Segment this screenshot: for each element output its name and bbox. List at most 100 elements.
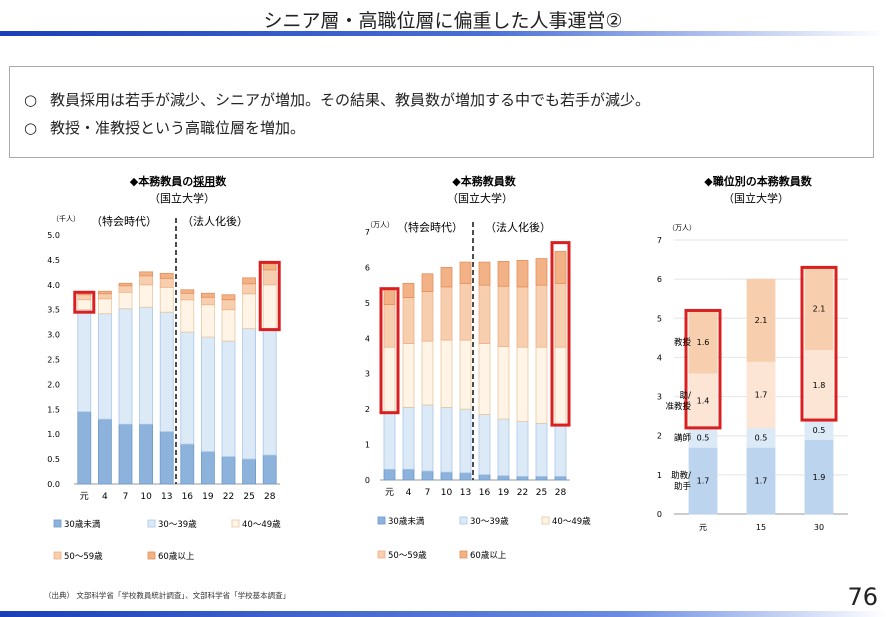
- chart2-bar-segment: [402, 406, 415, 470]
- chart2-y-tick-label: 4: [365, 334, 370, 343]
- chart1-bar-segment: [221, 340, 236, 458]
- chart2-bar-segment: [440, 286, 453, 341]
- chart1-category-label: 4: [102, 492, 108, 502]
- chart1-bar-segment: [262, 329, 277, 456]
- chart2-bar-segment: [440, 406, 453, 473]
- chart2-category-label: 13: [460, 488, 471, 498]
- chart2-legend-swatch: [459, 550, 468, 559]
- chart2-bar-segment: [497, 475, 510, 481]
- chart2-legend-swatch: [459, 516, 468, 525]
- chart1-bar-segment: [262, 284, 277, 331]
- chart1-bar-segment: [221, 309, 236, 342]
- chart1-bar-segment: [262, 263, 277, 271]
- chart1-bar-segment: [159, 431, 174, 485]
- chart1-bar-segment: [200, 336, 215, 453]
- chart2-category-label: 10: [441, 488, 453, 498]
- chart1-legend-swatch: [53, 551, 62, 560]
- chart3-y-tick-label: 2: [657, 432, 662, 441]
- chart1-bar-segment: [139, 423, 153, 485]
- chart2-bar-segment: [421, 470, 434, 481]
- chart2-y-tick-label: 0: [365, 476, 370, 485]
- chart1-bar-segment: [118, 308, 133, 425]
- chart3-highlight-box: [684, 308, 722, 430]
- bullet-circle-icon: ○: [24, 91, 38, 109]
- chart1-category-label: 13: [161, 492, 172, 502]
- chart2-bar-segment: [497, 285, 510, 347]
- chart2-bar-segment: [516, 476, 529, 481]
- chart1-category-label: 19: [202, 492, 214, 502]
- chart3-data-label: 1.6: [697, 338, 710, 347]
- chart2-category-label: 28: [555, 488, 567, 498]
- chart3-highlight-box: [800, 265, 838, 422]
- chart1-bar-segment: [242, 458, 257, 485]
- chart1-era-before: （特会時代）: [91, 214, 157, 228]
- chart3-unit: （万人）: [668, 224, 696, 232]
- chart1-bar-segment: [221, 456, 236, 485]
- chart1-legend-label: 40～49歳: [242, 519, 281, 530]
- chart1-bar-segment: [139, 271, 153, 277]
- chart2-bar-segment: [554, 251, 567, 284]
- chart1-y-tick-label: 4.5: [47, 256, 60, 265]
- chart1-y-tick-label: 0.5: [47, 455, 60, 464]
- chart1-bar-segment: [242, 293, 257, 330]
- chart2-bar-segment: [402, 282, 415, 298]
- chart2-bar-segment: [402, 468, 415, 481]
- chart3-data-label: 1.7: [697, 477, 710, 486]
- chart1-legend-label: 30歳未満: [64, 519, 101, 530]
- chart2-legend-swatch: [377, 516, 386, 525]
- chart1-bar-segment: [262, 269, 277, 286]
- chart3-data-label: 1.7: [755, 391, 768, 400]
- chart1-highlight-box: [73, 290, 96, 314]
- chart2-category-label: 元: [385, 488, 394, 498]
- chart1-category-label: 10: [140, 492, 152, 502]
- chart1-y-tick-label: 0.0: [47, 480, 60, 489]
- chart1-bar-segment: [200, 451, 215, 485]
- chart1-y-tick-label: 2.5: [47, 356, 60, 365]
- chart1-title: ◆本務教員の採用数: [130, 174, 227, 188]
- chart1-bar-segment: [159, 277, 174, 288]
- chart2-bar-segment: [516, 286, 529, 348]
- chart2-y-tick-label: 2: [365, 405, 370, 414]
- chart2-bar-segment: [402, 297, 415, 344]
- title-underline-bar: [0, 31, 886, 36]
- chart3-bar-segment: [746, 278, 776, 362]
- chart1-era-after: （法人化後）: [182, 214, 248, 228]
- chart2-category-label: 4: [406, 488, 412, 498]
- chart3-category-label: 元: [699, 523, 707, 532]
- bullet-circle-icon: ○: [24, 119, 38, 137]
- chart2-bar-segment: [535, 422, 548, 477]
- chart1-bar-segment: [180, 292, 195, 301]
- chart1-bar-segment: [98, 418, 112, 485]
- chart1-bar-segment: [242, 283, 257, 295]
- source-note: （出典） 文部科学省「学校教員統計調査」、文部科学省「学校基本調査」: [44, 591, 291, 600]
- chart3-bar-segment: [746, 447, 776, 515]
- chart3-series-label: 教授: [674, 337, 692, 348]
- chart1-legend-swatch: [147, 519, 156, 528]
- chart3-data-label: 0.5: [697, 434, 710, 443]
- chart3-y-tick-label: 7: [657, 236, 662, 245]
- summary-note-1-text: 教員採用は若手が減少、シニアが増加。その結果、教員数が増加する中でも若手が減少。: [50, 91, 651, 109]
- chart2-y-tick-label: 1: [365, 441, 370, 450]
- chart2-bar-segment: [421, 273, 434, 292]
- chart1-category-label: 28: [264, 492, 276, 502]
- chart3-y-tick-label: 4: [657, 353, 662, 362]
- chart1-bar-segment: [221, 299, 236, 311]
- chart2-bar-segment: [421, 340, 434, 406]
- chart1-subtitle: （国立大学）: [149, 191, 215, 205]
- chart1-bar-segment: [200, 304, 215, 338]
- chart3-data-label: 1.4: [697, 396, 710, 405]
- chart1-bar-segment: [77, 309, 92, 413]
- chart2-legend-label: 30歳未満: [388, 516, 425, 527]
- chart1-y-tick-label: 5.0: [47, 231, 60, 240]
- chart2-category-label: 19: [498, 488, 510, 498]
- chart2-category-label: 22: [517, 488, 528, 498]
- chart2-bar-segment: [421, 291, 434, 342]
- chart1-bar-segment: [180, 299, 195, 333]
- chart2-bar-segment: [459, 408, 472, 474]
- chart1-bar-segment: [262, 454, 277, 485]
- staff-count-chart: ◆本務教員数 （国立大学） （万人） （特会時代） （法人化後） 0 1 2 3 4 5 6…: [365, 174, 591, 561]
- chart2-legend-swatch: [541, 516, 550, 525]
- chart2-subtitle: （国立大学）: [447, 191, 513, 205]
- chart2-bar-segment: [421, 404, 434, 472]
- summary-note-2: ○ 教授・准教授という高職位層を増加。: [24, 117, 305, 138]
